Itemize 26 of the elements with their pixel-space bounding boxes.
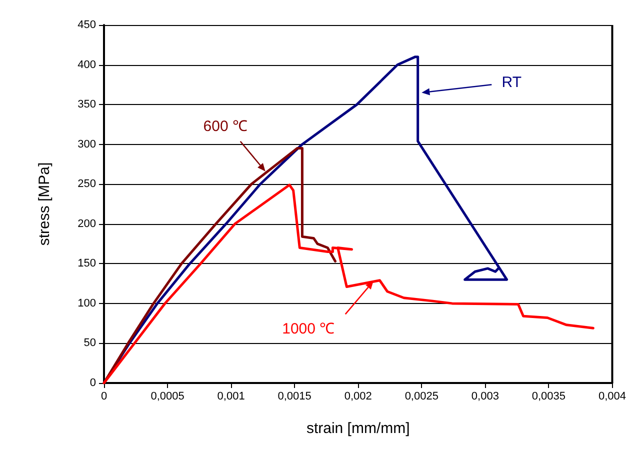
x-tick-label: 0,004: [598, 390, 626, 402]
x-tick-label: 0,0035: [532, 390, 566, 402]
y-tick-label: 300: [78, 138, 96, 150]
line-series: [102, 147, 336, 384]
y-tick-label: 350: [78, 98, 96, 111]
y-tick-label: 0: [90, 377, 96, 389]
x-tick-label: 0,001: [217, 390, 245, 402]
x-tick-label: 0,003: [471, 390, 499, 402]
x-tick-label: 0,0025: [404, 390, 438, 402]
annotation: 600 ℃: [203, 118, 248, 135]
x-tick-label: 0,0015: [278, 390, 312, 402]
x-tick-label: 0,002: [344, 390, 372, 402]
y-axis-title: stress [MPa]: [36, 162, 53, 246]
x-tick-label: 0,0005: [150, 390, 184, 402]
y-tick-label: 250: [78, 178, 96, 190]
x-tick-label: 0: [100, 390, 108, 402]
annotation: RT: [502, 74, 522, 92]
annotation: 1000 ℃: [282, 320, 335, 338]
line-series: [102, 184, 594, 384]
y-tick-label: 50: [84, 337, 96, 350]
y-tick-label: 150: [78, 258, 96, 270]
y-tick-label: 450: [78, 19, 96, 31]
y-tick-label: 100: [78, 297, 96, 310]
y-tick-label: 400: [78, 58, 96, 71]
x-axis-title: strain [mm/mm]: [306, 420, 410, 437]
y-tick-label: 200: [78, 218, 96, 230]
